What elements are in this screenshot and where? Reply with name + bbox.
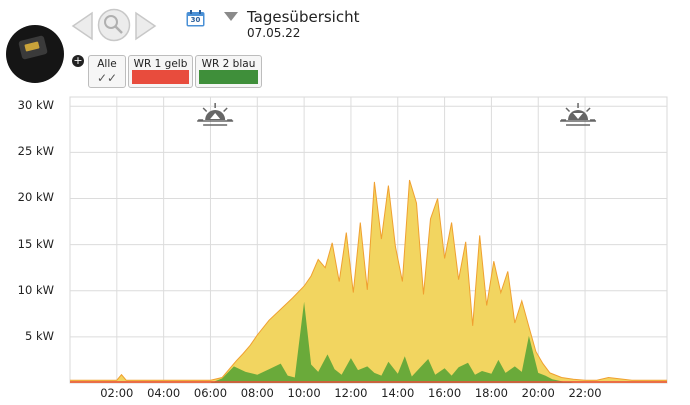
- x-tick-label: 12:00: [334, 386, 368, 400]
- calendar-day: 30: [190, 16, 201, 24]
- search-magnifier-icon[interactable]: [97, 8, 131, 42]
- filter-all-button[interactable]: Alle ✓✓: [88, 55, 126, 88]
- filter-all-label: Alle: [97, 58, 117, 70]
- x-tick-label: 14:00: [381, 386, 415, 400]
- filter-wr1-button[interactable]: WR 1 gelb: [128, 55, 193, 88]
- x-tick-label: 22:00: [568, 386, 602, 400]
- x-tick-label: 10:00: [287, 386, 321, 400]
- x-tick-label: 08:00: [240, 386, 274, 400]
- previous-day-arrow-icon[interactable]: [70, 11, 94, 41]
- wr1-area: [70, 180, 667, 383]
- chart-areas: [70, 179, 667, 383]
- wr2-color-swatch: [199, 70, 258, 84]
- wr1-line: [70, 179, 667, 381]
- filter-wr2-button[interactable]: WR 2 blau: [195, 55, 262, 88]
- next-day-arrow-icon[interactable]: [134, 11, 158, 41]
- x-tick-label: 02:00: [100, 386, 134, 400]
- x-tick-label: 04:00: [147, 386, 181, 400]
- y-tick-label: 5 kW: [24, 328, 54, 343]
- filter-wr2-label: WR 2 blau: [201, 58, 256, 70]
- y-tick-label: 30 kW: [17, 98, 54, 113]
- sun-markers: [197, 103, 597, 126]
- wr1-color-swatch: [132, 70, 189, 84]
- add-icon[interactable]: +: [72, 54, 84, 67]
- x-tick-label: 16:00: [428, 386, 462, 400]
- x-tick-label: 18:00: [474, 386, 508, 400]
- calendar-icon[interactable]: 30: [186, 10, 205, 27]
- x-tick-label: 06:00: [193, 386, 228, 400]
- view-dropdown-icon[interactable]: [224, 12, 238, 21]
- y-tick-label: 10 kW: [17, 282, 54, 297]
- check-icon: ✓✓: [96, 71, 118, 85]
- y-tick-label: 15 kW: [17, 236, 54, 251]
- x-tick-label: 20:00: [521, 386, 555, 400]
- sunset-icon: [560, 103, 597, 126]
- page-title: Tagesübersicht: [247, 8, 360, 26]
- filter-wr1-label: WR 1 gelb: [133, 58, 188, 70]
- y-tick-label: 20 kW: [17, 190, 54, 205]
- y-tick-label: 25 kW: [17, 144, 54, 159]
- current-date: 07.05.22: [247, 26, 301, 40]
- sunrise-icon: [197, 103, 234, 126]
